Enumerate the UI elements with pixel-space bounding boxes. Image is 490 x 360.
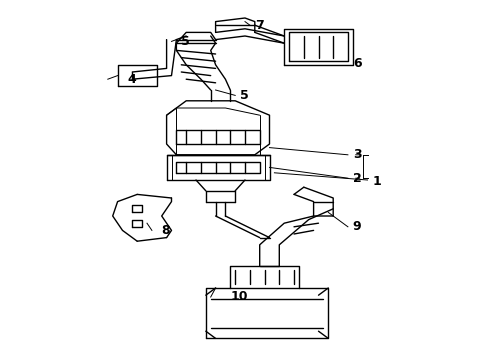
Text: 3: 3	[353, 148, 362, 161]
Text: 8: 8	[162, 224, 171, 237]
Text: 1: 1	[372, 175, 381, 188]
Text: 7: 7	[255, 19, 264, 32]
Text: 5: 5	[240, 89, 249, 102]
Text: 5: 5	[181, 35, 190, 48]
Text: 6: 6	[353, 57, 362, 69]
Text: 2: 2	[353, 172, 362, 185]
Text: 4: 4	[127, 73, 136, 86]
Text: 10: 10	[230, 291, 248, 303]
Text: 9: 9	[353, 220, 362, 233]
